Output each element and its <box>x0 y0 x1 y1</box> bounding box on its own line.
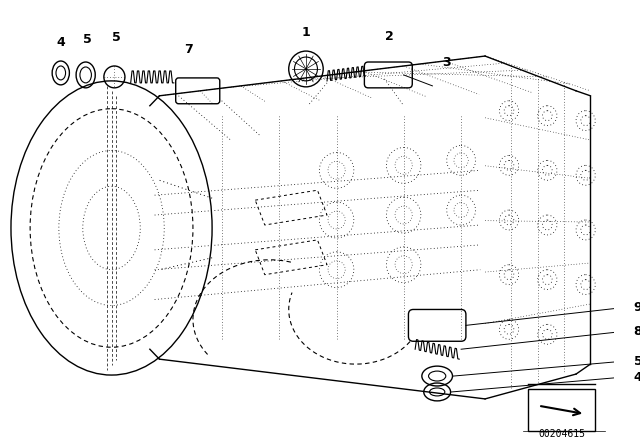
Text: 8: 8 <box>634 325 640 338</box>
Text: 2: 2 <box>385 30 394 43</box>
Bar <box>528 389 595 431</box>
Text: 00204615: 00204615 <box>538 429 585 439</box>
Text: 1: 1 <box>301 26 310 39</box>
Text: 9: 9 <box>634 301 640 314</box>
Text: 3: 3 <box>442 56 451 69</box>
Text: 4: 4 <box>56 36 65 49</box>
Text: 5: 5 <box>83 33 92 46</box>
Text: 4: 4 <box>634 370 640 383</box>
Text: 7: 7 <box>184 43 193 56</box>
Text: 5: 5 <box>634 355 640 368</box>
Text: 5: 5 <box>112 31 121 44</box>
